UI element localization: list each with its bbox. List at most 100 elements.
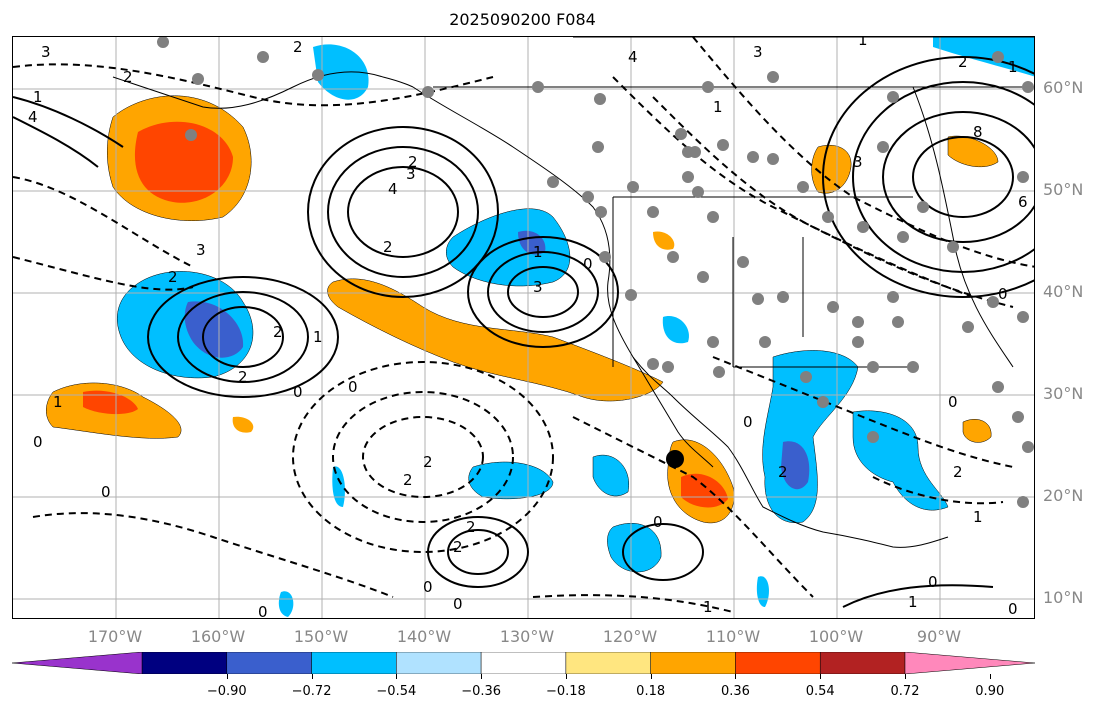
contour-label: 2	[953, 463, 963, 481]
lat-label: 20°N	[1043, 486, 1084, 505]
colorbar-tick-label: 0.54	[805, 684, 835, 699]
contours-negative	[13, 37, 1034, 613]
lon-label: 130°W	[499, 627, 555, 646]
colorbar-tick-mark	[820, 674, 822, 679]
colorbar-tick-mark	[989, 674, 991, 679]
contour-label: 0	[423, 578, 433, 596]
contour-label: 2	[958, 53, 968, 71]
colorbar-tick-label: 0.90	[975, 684, 1005, 699]
colorbar-tick-label: 0.36	[720, 684, 750, 699]
contour-label: 0	[583, 255, 593, 273]
contour-label: 0	[998, 285, 1008, 303]
contour-label: 4	[628, 48, 638, 66]
contour-label: 2	[778, 463, 788, 481]
lat-label: 60°N	[1043, 78, 1084, 97]
colorbar-segment	[650, 652, 736, 674]
contour-label: 3	[853, 153, 863, 171]
colorbar-tick-label: −0.90	[206, 684, 247, 699]
contour-label: 1	[1008, 58, 1018, 76]
storm-center-marker[interactable]	[666, 450, 684, 468]
contour-label: 8	[973, 123, 983, 141]
coastlines	[112, 37, 1034, 548]
colorbar-segment	[396, 652, 482, 674]
colorbar-tick-label: −0.18	[545, 684, 586, 699]
colorbar-tick-mark	[481, 674, 483, 679]
contour-label: 1	[908, 593, 918, 611]
lat-label: 30°N	[1043, 384, 1084, 403]
colorbar-segment	[226, 652, 312, 674]
contour-label: 1	[973, 508, 983, 526]
graticule	[13, 37, 1034, 618]
contour-label: 0	[948, 393, 958, 411]
contour-label: 0	[101, 483, 111, 501]
colorbar-segment	[565, 652, 651, 674]
lat-label: 10°N	[1043, 588, 1084, 607]
colorbar-segment	[311, 652, 397, 674]
contour-label: 0	[928, 573, 938, 591]
colorbar	[12, 652, 1035, 674]
lat-label: 50°N	[1043, 180, 1084, 199]
contour-label: 4	[388, 180, 398, 198]
contour-label: 1	[858, 37, 868, 49]
station-markers	[157, 37, 1034, 508]
contour-label: 2	[423, 453, 433, 471]
lon-label: 120°W	[602, 627, 658, 646]
colorbar-tick-mark	[565, 674, 567, 679]
colorbar-tick-label: −0.54	[376, 684, 417, 699]
lon-label: 160°W	[190, 627, 246, 646]
colorbar-tick-label: 0.72	[890, 684, 920, 699]
colorbar-tick-label: −0.72	[291, 684, 332, 699]
contour-label: 0	[258, 603, 268, 619]
chart-title: 2025090200 F084	[449, 10, 596, 29]
contour-label: 2	[168, 268, 178, 286]
contour-label: 0	[1008, 600, 1018, 618]
colorbar-tick-mark	[650, 674, 652, 679]
contour-label: 1	[703, 598, 713, 616]
lat-label: 40°N	[1043, 282, 1084, 301]
contour-label: 1	[713, 98, 723, 116]
contours-positive	[13, 56, 1034, 608]
lon-label: 110°W	[705, 627, 761, 646]
contour-label: 2	[403, 471, 413, 489]
colorbar-segment	[819, 652, 906, 674]
colorbar-segment	[735, 652, 821, 674]
contour-label: 2	[383, 238, 393, 256]
lon-label: 100°W	[808, 627, 864, 646]
contour-label: 3	[196, 241, 206, 259]
contour-label: 2	[453, 538, 463, 556]
contour-label: 0	[743, 413, 753, 431]
colorbar-tick-mark	[226, 674, 228, 679]
contour-label: 3	[753, 43, 763, 61]
contour-label: 3	[533, 278, 543, 296]
contour-label: 1	[313, 328, 323, 346]
contour-label: 3	[406, 165, 416, 183]
colorbar-tick-label: −0.36	[461, 684, 502, 699]
colorbar-tick-mark	[396, 674, 398, 679]
lon-label: 140°W	[396, 627, 452, 646]
colorbar-segment	[480, 652, 567, 674]
contour-label: 0	[653, 513, 663, 531]
contour-label: 6	[1018, 193, 1028, 211]
colorbar-tick-mark	[311, 674, 313, 679]
contour-label: 0	[33, 433, 43, 451]
map-canvas: 3 2 1 4 2 2 4 3 2 3 1 2 3 2 1 2 1 2 0 0 …	[13, 37, 1034, 619]
lon-label: 90°W	[916, 627, 962, 646]
colorbar-segment	[141, 652, 228, 674]
anomaly-shading	[46, 37, 1034, 617]
contour-label: 1	[53, 393, 63, 411]
contour-label: 2	[293, 38, 303, 56]
lon-label: 150°W	[293, 627, 349, 646]
contour-label-group: 3 2 1 4 2 2 4 3 2 3 1 2 3 2 1 2 1 2 0 0 …	[28, 37, 1028, 619]
contour-label: 2	[408, 153, 418, 171]
contour-label: 3	[41, 43, 51, 61]
contour-label: 4	[28, 108, 38, 126]
contour-label: 2	[238, 368, 248, 386]
contour-label: 1	[533, 243, 543, 261]
contour-label: 2	[123, 68, 133, 86]
contour-label: 2	[466, 518, 476, 536]
lon-label: 170°W	[87, 627, 143, 646]
colorbar-tick-mark	[735, 674, 737, 679]
contour-label: 1	[33, 88, 43, 106]
colorbar-tick-mark	[905, 674, 906, 679]
colorbar-tick-label: 0.18	[636, 684, 666, 699]
